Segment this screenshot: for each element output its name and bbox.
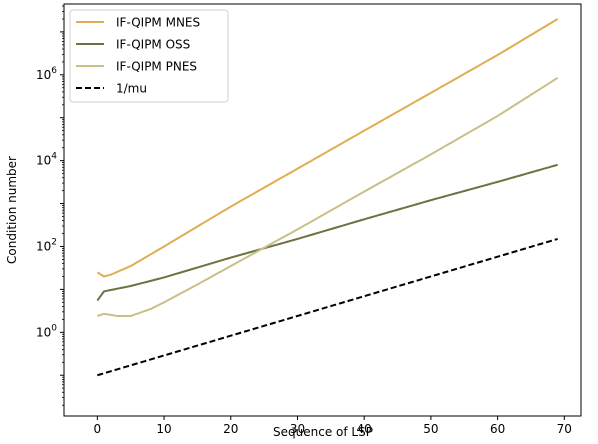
x-axis-label: Sequence of LSP — [273, 425, 373, 439]
y-axis-label: Condition number — [5, 156, 19, 264]
x-tick-label: 60 — [490, 422, 505, 436]
y-tick-label: 104 — [36, 152, 57, 168]
x-axis: 0 10 20 30 40 50 60 70 — [94, 416, 572, 436]
plot-series — [96, 18, 559, 377]
legend-label-3: 1/mu — [116, 82, 147, 96]
x-tick-label: 30 — [290, 422, 305, 436]
legend-label-0: IF-QIPM MNES — [116, 16, 200, 30]
x-tick-label: 20 — [223, 422, 238, 436]
series-line-1 — [96, 163, 558, 302]
x-tick-label: 10 — [156, 422, 171, 436]
y-axis: 100 102 104 106 — [36, 5, 64, 406]
y-tick-label: 102 — [36, 237, 57, 253]
series-line-2 — [97, 76, 559, 317]
x-tick-label: 50 — [423, 422, 438, 436]
x-tick-label: 70 — [557, 422, 572, 436]
series-line-0 — [96, 18, 559, 278]
y-tick-label: 106 — [36, 66, 57, 82]
legend: IF-QIPM MNES IF-QIPM OSS IF-QIPM PNES 1/mu — [69, 9, 229, 103]
series-line-3 — [97, 237, 558, 377]
x-tick-label: 40 — [357, 422, 372, 436]
legend-box — [69, 9, 229, 103]
legend-label-2: IF-QIPM PNES — [116, 60, 197, 74]
y-tick-label: 100 — [36, 323, 57, 339]
legend-label-1: IF-QIPM OSS — [116, 38, 190, 52]
x-tick-label: 0 — [94, 422, 102, 436]
